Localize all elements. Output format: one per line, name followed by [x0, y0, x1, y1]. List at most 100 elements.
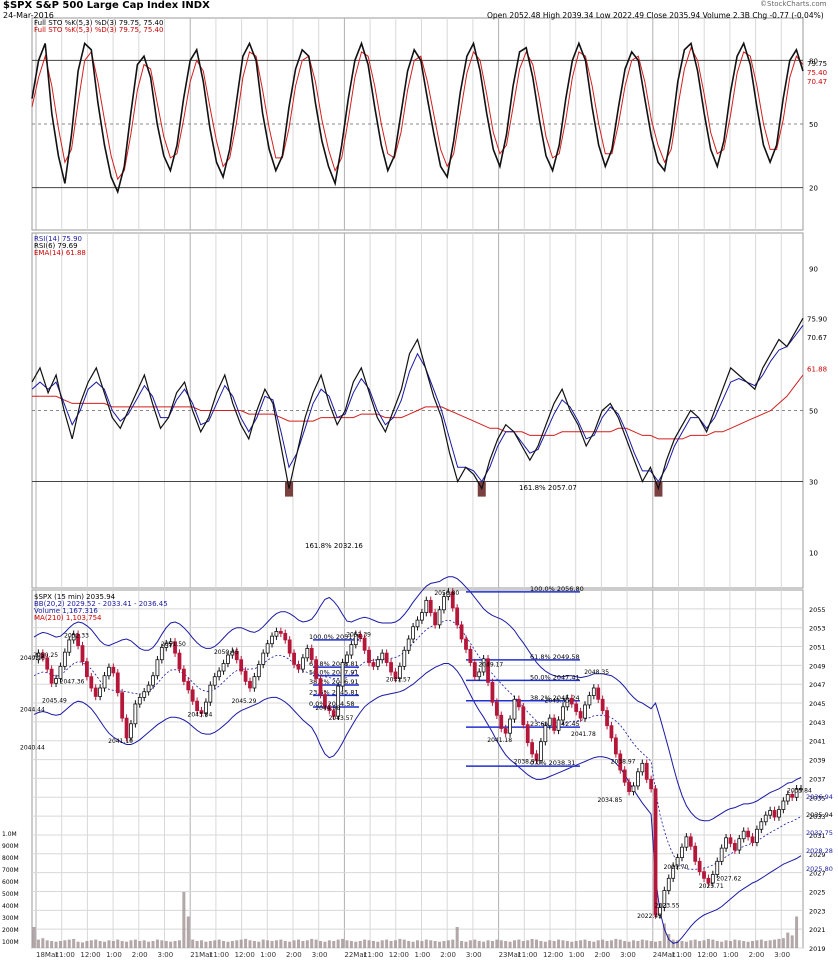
fib-level-label: 38.2% 2046.91: [309, 678, 359, 686]
price-candle-body: [472, 662, 477, 678]
volume-bar: [266, 940, 270, 948]
price-y-tick: 2029: [809, 851, 826, 859]
rsi-value-label: 75.90: [807, 316, 827, 324]
volume-bar: [455, 927, 459, 948]
fib-level-label: 23.6% 2045.81: [309, 688, 359, 696]
volume-bar: [32, 927, 36, 948]
price-candle-body: [345, 654, 349, 663]
price-candle-body: [137, 697, 142, 705]
price-candle-body: [296, 664, 301, 670]
price-candle-body: [300, 657, 305, 670]
volume-bar: [433, 941, 437, 948]
price-candle-body: [433, 612, 438, 626]
price-candle-body: [552, 717, 557, 731]
volume-bar: [160, 940, 164, 948]
volume-bar: [177, 940, 181, 948]
price-candle-body: [680, 846, 684, 858]
volume-bar: [733, 939, 737, 948]
price-candle-body: [671, 865, 676, 879]
x-tick-label: 12:00: [543, 951, 563, 959]
volume-bar: [398, 938, 402, 948]
price-candle-body: [80, 645, 85, 663]
volume-bar: [63, 940, 67, 948]
price-candle-body: [353, 633, 358, 646]
price-candle-body: [512, 698, 517, 720]
x-tick-label: 2:00: [749, 951, 765, 959]
volume-bar: [587, 941, 591, 948]
price-candle-body: [248, 680, 252, 689]
price-annotation: 2043.57: [329, 715, 354, 722]
volume-bar: [640, 939, 644, 948]
price-candle-body: [256, 664, 261, 678]
rsi-fib-annotation: 161.8% 2057.07: [519, 484, 577, 492]
price-annotation: 2038.97: [611, 759, 636, 766]
price-candle-body: [93, 687, 98, 697]
price-y-tick: 2033: [809, 813, 826, 821]
volume-bar: [473, 939, 477, 948]
price-candle-body: [309, 648, 314, 661]
price-y-tick: 2051: [809, 644, 826, 652]
volume-bar: [50, 941, 54, 948]
volume-bar: [438, 941, 442, 948]
volume-bar: [535, 939, 539, 948]
price-y-tick: 2035: [809, 794, 826, 802]
price-candle-body: [486, 658, 490, 683]
volume-bar: [521, 941, 525, 948]
volume-bar: [323, 941, 327, 948]
price-legend-2: BB(20,2) 2029.52 - 2033.41 - 2036.45: [34, 600, 168, 608]
price-candle-body: [499, 714, 504, 729]
price-right-label: 2035.94: [806, 811, 833, 819]
price-candle-body: [89, 676, 94, 689]
volume-bar: [543, 941, 547, 948]
price-candle-body: [45, 657, 50, 670]
volume-bar: [609, 940, 613, 948]
x-tick-label: 23Mar: [499, 951, 521, 959]
price-candle-body: [622, 769, 627, 783]
stoch-value-label: 70.47: [807, 78, 827, 86]
volume-bar: [129, 940, 133, 948]
price-candle-body: [375, 659, 380, 667]
volume-bar: [711, 939, 715, 948]
price-candle-body: [155, 659, 160, 677]
x-tick-label: 11:00: [209, 951, 229, 959]
price-candle-body: [565, 697, 570, 708]
price-candle-body: [508, 718, 512, 734]
price-candle-body: [719, 847, 724, 862]
price-candle-body: [168, 641, 173, 645]
price-candle-body: [159, 647, 164, 661]
price-annotation: 2041.18: [487, 737, 512, 744]
price-right-label: 2025.80: [806, 865, 833, 873]
stoch-value-label: 75.40: [807, 69, 827, 77]
volume-bar: [217, 939, 221, 948]
x-tick-label: 3:00: [466, 951, 482, 959]
price-candle-body: [525, 724, 530, 744]
price-annotation: 2049.17: [478, 661, 503, 668]
volume-bar: [768, 940, 772, 948]
rsi-y-tick: 90: [809, 266, 818, 274]
price-candle-body: [605, 710, 609, 727]
price-candle-body: [591, 687, 596, 696]
price-candle-body: [556, 719, 561, 731]
x-tick-label: 11:00: [517, 951, 537, 959]
rsi-value-label: 61.88: [807, 365, 827, 373]
volume-bar: [579, 940, 583, 948]
price-y-tick: 2023: [809, 907, 826, 915]
stoch-y-tick: 80: [809, 57, 818, 65]
price-candle-body: [596, 687, 601, 700]
x-tick-label: 11:00: [55, 951, 75, 959]
panel-frame-price: [31, 589, 804, 949]
volume-bar: [689, 940, 693, 948]
rsi-fib-annotation: 161.8% 2032.16: [305, 542, 363, 550]
price-candle-body: [124, 717, 129, 739]
price-candle-body: [543, 725, 548, 743]
volume-bar: [517, 939, 521, 948]
volume-bar: [155, 939, 159, 948]
volume-bar: [80, 942, 84, 948]
price-y-tick: 2037: [809, 775, 826, 783]
x-tick-label: 12:00: [80, 951, 100, 959]
volume-bar: [274, 940, 278, 948]
price-candle-body: [367, 649, 371, 663]
volume-bar: [795, 916, 799, 948]
rsi-oversold-fill: [285, 481, 293, 497]
price-annotation: 2044.44: [20, 707, 45, 714]
